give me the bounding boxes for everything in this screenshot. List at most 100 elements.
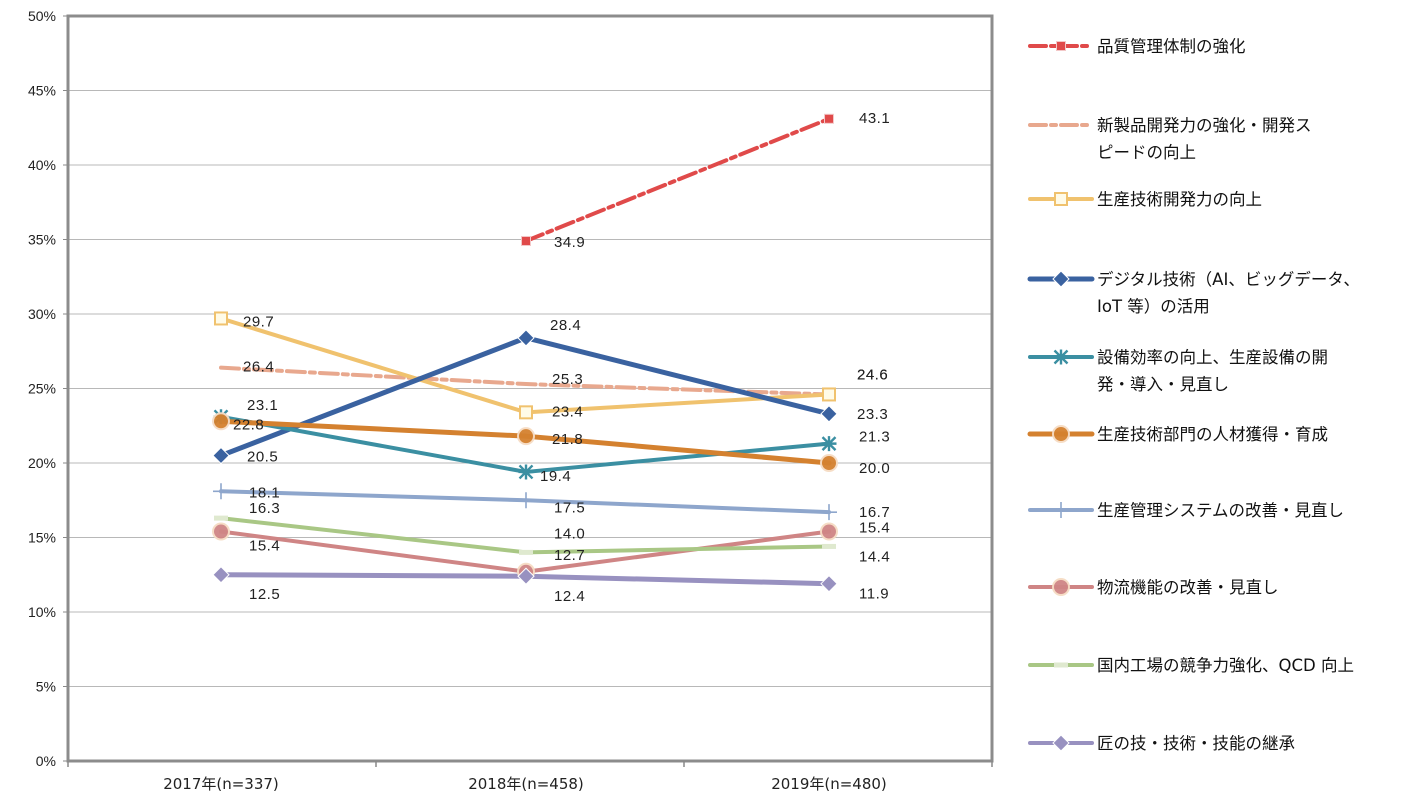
data-label: 12.7	[554, 547, 585, 564]
legend-label: 品質管理体制の強化	[1097, 37, 1246, 56]
y-tick-label: 45%	[28, 83, 56, 99]
data-point-marker	[822, 543, 836, 549]
plot-area-border	[66, 14, 994, 763]
data-point-marker	[517, 329, 535, 347]
data-label: 14.4	[859, 548, 890, 565]
legend-marker-9	[1054, 662, 1068, 668]
data-label: 24.6	[857, 366, 888, 383]
data-label: 19.4	[540, 468, 571, 485]
data-point-marker	[820, 454, 838, 472]
legend-label: IoT 等）の活用	[1097, 297, 1210, 316]
legend-label: 新製品開発力の強化・開発ス	[1097, 116, 1312, 135]
data-label: 15.4	[859, 520, 890, 537]
data-labels: 34.943.126.425.3 24.629.723.424.620.528.4…	[233, 110, 890, 605]
legend-marker-1	[1056, 41, 1066, 51]
legend-label: 国内工場の競争力強化、QCD 向上	[1097, 656, 1354, 675]
legend: 品質管理体制の強化新製品開発力の強化・開発スピードの向上生産技術開発力の向上デジ…	[1027, 37, 1360, 753]
series-line-9	[219, 516, 831, 555]
data-label: 23.1	[247, 397, 278, 414]
data-point-marker	[518, 464, 534, 480]
data-label: 21.3	[859, 429, 890, 446]
y-tick-label: 35%	[28, 232, 56, 248]
data-point-marker	[214, 311, 228, 326]
data-label: 20.5	[247, 449, 278, 466]
y-tick-label: 50%	[28, 8, 56, 24]
data-label: 22.8	[233, 416, 264, 433]
data-point-marker	[212, 522, 230, 541]
data-label: 16.7	[859, 504, 890, 521]
data-label: 12.5	[249, 586, 280, 603]
data-point-marker	[518, 492, 534, 509]
data-point-marker	[521, 235, 531, 246]
data-label: 28.4	[550, 317, 581, 334]
data-label: 18.1	[249, 484, 280, 501]
legend-marker-8	[1052, 578, 1070, 596]
data-label: 15.4	[249, 538, 280, 555]
series-lines	[218, 116, 832, 587]
legend-label: 生産管理システムの改善・見直し	[1097, 501, 1344, 520]
data-label: 25.3	[552, 371, 583, 388]
data-label: 24.6	[857, 366, 888, 383]
y-tick-label: 15%	[28, 530, 56, 546]
series-line-1	[524, 116, 831, 243]
data-label: 11.9	[859, 586, 889, 603]
x-category-label: 2017年(n=337)	[163, 775, 279, 793]
data-point-marker	[517, 567, 535, 585]
legend-label: デジタル技術（AI、ビッグデータ、	[1097, 269, 1360, 289]
series-line-7	[219, 489, 831, 515]
axes	[63, 14, 994, 767]
data-point-marker	[517, 427, 535, 446]
x-axis-categories: 2017年(n=337) 2018年(n=458) 2019年(n=480)	[163, 775, 887, 793]
legend-marker-10	[1052, 734, 1070, 752]
legend-label: 生産技術部門の人材獲得・育成	[1097, 425, 1328, 444]
y-tick-label: 30%	[28, 306, 56, 322]
data-label: 14.0	[554, 525, 585, 542]
legend-label: 生産技術開発力の向上	[1097, 190, 1262, 209]
y-tick-label: 25%	[28, 381, 56, 397]
data-point-marker	[519, 549, 533, 555]
data-point-marker	[821, 436, 837, 452]
data-point-marker	[822, 387, 836, 402]
data-label: 26.4	[243, 359, 274, 376]
legend-label: 匠の技・技術・技能の継承	[1097, 734, 1295, 753]
data-point-marker	[820, 522, 838, 541]
data-label: 23.4	[552, 403, 583, 420]
data-label: 21.8	[552, 431, 583, 448]
y-tick-label: 40%	[28, 157, 56, 173]
y-tick-label: 0%	[36, 753, 56, 769]
legend-label: 設備効率の向上、生産設備の開	[1097, 348, 1328, 367]
data-label: 34.9	[554, 234, 585, 251]
data-label: 23.3	[857, 406, 888, 423]
data-point-marker	[820, 405, 838, 423]
x-category-label: 2018年(n=458)	[468, 775, 584, 793]
data-point-marker	[214, 515, 228, 521]
data-point-marker	[212, 566, 230, 584]
x-category-label: 2019年(n=480)	[771, 775, 887, 793]
legend-marker-6	[1052, 425, 1070, 443]
data-label: 16.3	[249, 500, 280, 517]
legend-marker-4	[1052, 270, 1070, 288]
legend-marker-3	[1054, 192, 1068, 206]
legend-marker-7	[1053, 502, 1069, 518]
legend-marker-5	[1053, 349, 1069, 365]
legend-label: ピードの向上	[1097, 143, 1196, 162]
y-axis-ticks: 0% 5% 10% 15% 20% 25% 30% 35% 40% 45% 50%	[28, 8, 56, 769]
data-point-marker	[519, 405, 533, 420]
data-label: 12.4	[554, 588, 585, 605]
data-point-marker	[821, 504, 837, 521]
y-tick-label: 5%	[36, 679, 56, 695]
legend-label: 物流機能の改善・見直し	[1097, 578, 1279, 597]
data-label: 17.5	[554, 499, 585, 516]
data-label: 20.0	[859, 460, 890, 477]
data-point-marker	[824, 113, 834, 124]
legend-label: 発・導入・見直し	[1097, 375, 1229, 394]
y-tick-label: 20%	[28, 455, 56, 471]
data-label: 43.1	[859, 110, 890, 127]
data-point-marker	[212, 412, 230, 431]
series-markers	[212, 113, 838, 593]
data-point-marker	[820, 574, 838, 593]
data-label: 29.7	[243, 313, 274, 330]
y-tick-label: 10%	[28, 604, 56, 620]
gridlines	[68, 90, 992, 687]
